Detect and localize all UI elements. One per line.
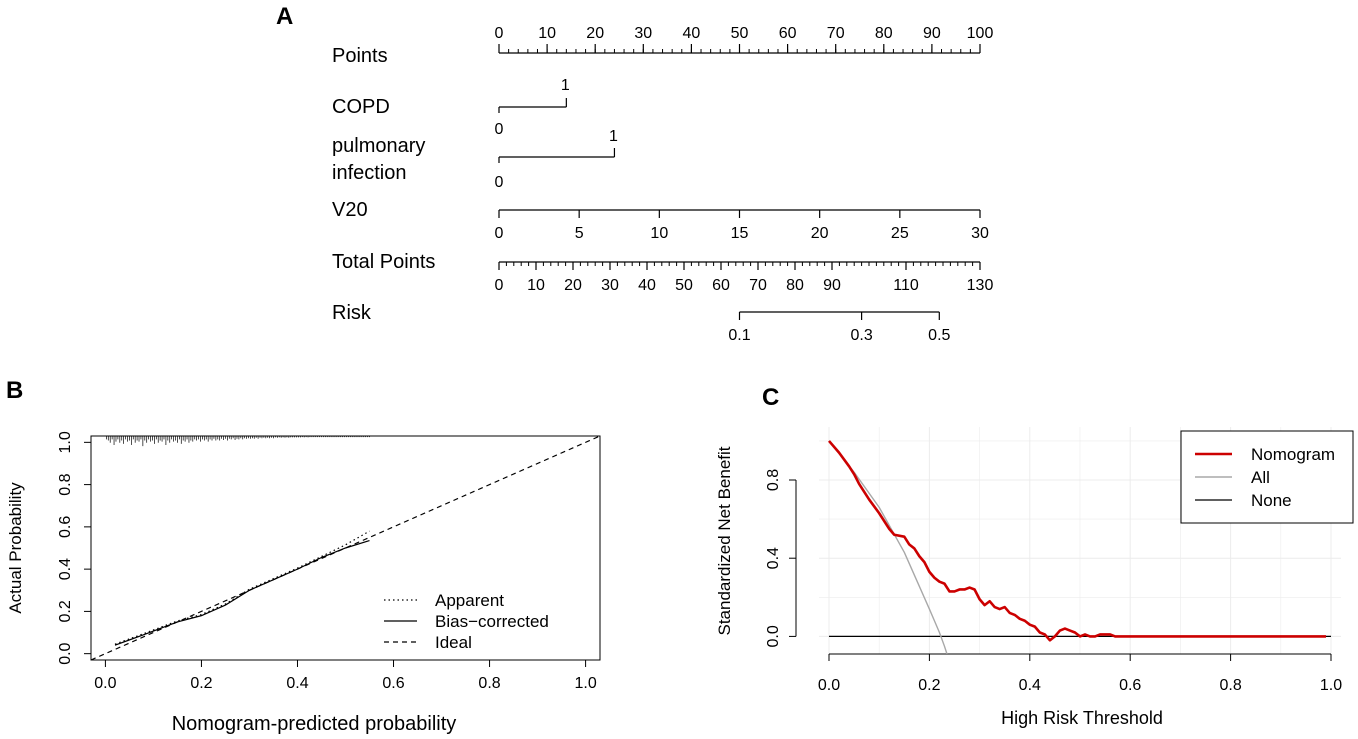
calibration-legend-label: Ideal bbox=[435, 633, 472, 652]
calibration-y-tick-label: 0.4 bbox=[57, 558, 74, 580]
points-tick-label: 20 bbox=[586, 25, 604, 42]
calibration-x-tick-label: 1.0 bbox=[574, 675, 596, 692]
row-label-v20: V20 bbox=[332, 199, 368, 221]
pulmonary-level-label: 1 bbox=[609, 128, 618, 145]
calibration-y-tick-label: 0.8 bbox=[57, 473, 74, 495]
decision-curve-series-all bbox=[828, 440, 948, 654]
points-tick-label: 70 bbox=[827, 25, 845, 42]
total-points-tick-label: 90 bbox=[823, 277, 841, 294]
copd-level-label: 1 bbox=[561, 77, 570, 94]
v20-tick-label: 5 bbox=[575, 225, 584, 242]
calibration-x-axis-title: Nomogram-predicted probability bbox=[172, 713, 457, 735]
total-points-tick-label: 20 bbox=[564, 277, 582, 294]
pulmonary-level-label: 0 bbox=[495, 174, 504, 191]
v20-tick-label: 25 bbox=[891, 225, 909, 242]
decision-curve-x-tick-label: 0.8 bbox=[1219, 677, 1241, 694]
total-points-tick-label: 0 bbox=[495, 277, 504, 294]
total-points-tick-label: 50 bbox=[675, 277, 693, 294]
decision-curve-y-axis-title: Standardized Net Benefit bbox=[715, 446, 734, 635]
row-label-total-points: Total Points bbox=[332, 251, 435, 273]
panel-letter-b: B bbox=[6, 377, 23, 404]
calibration-y-tick-label: 0.2 bbox=[57, 600, 74, 622]
calibration-series-dashed bbox=[90, 435, 601, 661]
decision-curve-x-tick-label: 0.4 bbox=[1019, 677, 1041, 694]
row-label-points: Points bbox=[332, 45, 388, 67]
decision-curve-legend-label: Nomogram bbox=[1251, 445, 1335, 464]
decision-curve-legend-label: None bbox=[1251, 491, 1292, 510]
calibration-legend-label: Bias−corrected bbox=[435, 612, 549, 631]
calibration-y-axis-title: Actual Probability bbox=[6, 482, 25, 614]
risk-tick-label: 0.1 bbox=[728, 327, 750, 344]
points-tick-label: 30 bbox=[634, 25, 652, 42]
v20-tick-label: 20 bbox=[811, 225, 829, 242]
row-label-infection: infection bbox=[332, 162, 407, 184]
panel-letter-a: A bbox=[276, 3, 293, 30]
points-tick-label: 50 bbox=[731, 25, 749, 42]
row-label-risk: Risk bbox=[332, 302, 372, 324]
decision-curve-x-axis-title: High Risk Threshold bbox=[1001, 708, 1163, 728]
total-points-tick-label: 130 bbox=[967, 277, 994, 294]
risk-tick-label: 0.5 bbox=[928, 327, 950, 344]
risk-tick-label: 0.3 bbox=[850, 327, 872, 344]
decision-curve-legend-label: All bbox=[1251, 468, 1270, 487]
points-tick-label: 90 bbox=[923, 25, 941, 42]
total-points-tick-label: 30 bbox=[601, 277, 619, 294]
v20-tick-label: 30 bbox=[971, 225, 989, 242]
v20-tick-label: 0 bbox=[495, 225, 504, 242]
decision-curve-series-nomogram bbox=[828, 440, 1326, 642]
decision-curve-panel: 0.0 0.2 0.4 0.6 0.8 1.0 0.0 0.4 0.8 High Risk Thr… bbox=[715, 427, 1354, 728]
total-points-tick-label: 70 bbox=[749, 277, 767, 294]
v20-tick-label: 15 bbox=[731, 225, 749, 242]
copd-level-label: 0 bbox=[495, 121, 504, 138]
total-points-tick-label: 40 bbox=[638, 277, 656, 294]
decision-curve-y-tick-label: 0.0 bbox=[765, 625, 782, 647]
calibration-x-tick-label: 0.0 bbox=[94, 675, 116, 692]
row-label-pulmonary: pulmonary bbox=[332, 135, 425, 157]
v20-tick-label: 10 bbox=[650, 225, 668, 242]
total-points-tick-label: 10 bbox=[527, 277, 545, 294]
calibration-panel: 0.0 0.2 0.4 0.6 0.8 1.0 0.0 0.2 0.4 0.6 0.8 1.0 Nomo… bbox=[6, 431, 601, 735]
total-points-tick-label: 60 bbox=[712, 277, 730, 294]
points-tick-label: 60 bbox=[779, 25, 797, 42]
decision-curve-x-tick-label: 1.0 bbox=[1320, 677, 1342, 694]
calibration-x-tick-label: 0.2 bbox=[190, 675, 212, 692]
row-label-copd: COPD bbox=[332, 96, 390, 118]
total-points-tick-label: 110 bbox=[893, 277, 919, 294]
total-points-tick-label: 80 bbox=[786, 277, 804, 294]
calibration-y-tick-label: 0.0 bbox=[57, 642, 74, 664]
calibration-x-tick-label: 0.6 bbox=[382, 675, 404, 692]
calibration-y-tick-label: 0.6 bbox=[57, 516, 74, 538]
calibration-y-tick-label: 1.0 bbox=[57, 431, 74, 453]
calibration-series-dotted bbox=[114, 530, 370, 645]
calibration-plot-box bbox=[90, 435, 601, 661]
panel-letter-c: C bbox=[762, 384, 779, 411]
points-tick-label: 80 bbox=[875, 25, 893, 42]
points-tick-label: 10 bbox=[538, 25, 556, 42]
calibration-x-tick-label: 0.8 bbox=[478, 675, 500, 692]
decision-curve-x-tick-label: 0.6 bbox=[1119, 677, 1141, 694]
points-tick-label: 100 bbox=[967, 25, 994, 42]
decision-curve-x-tick-label: 0.0 bbox=[818, 677, 840, 694]
decision-curve-y-tick-label: 0.4 bbox=[765, 547, 782, 569]
decision-curve-y-tick-label: 0.8 bbox=[765, 469, 782, 491]
calibration-x-tick-label: 0.4 bbox=[286, 675, 308, 692]
points-tick-label: 40 bbox=[683, 25, 701, 42]
decision-curve-x-tick-label: 0.2 bbox=[918, 677, 940, 694]
calibration-legend-label: Apparent bbox=[435, 591, 504, 610]
points-tick-label: 0 bbox=[495, 25, 504, 42]
